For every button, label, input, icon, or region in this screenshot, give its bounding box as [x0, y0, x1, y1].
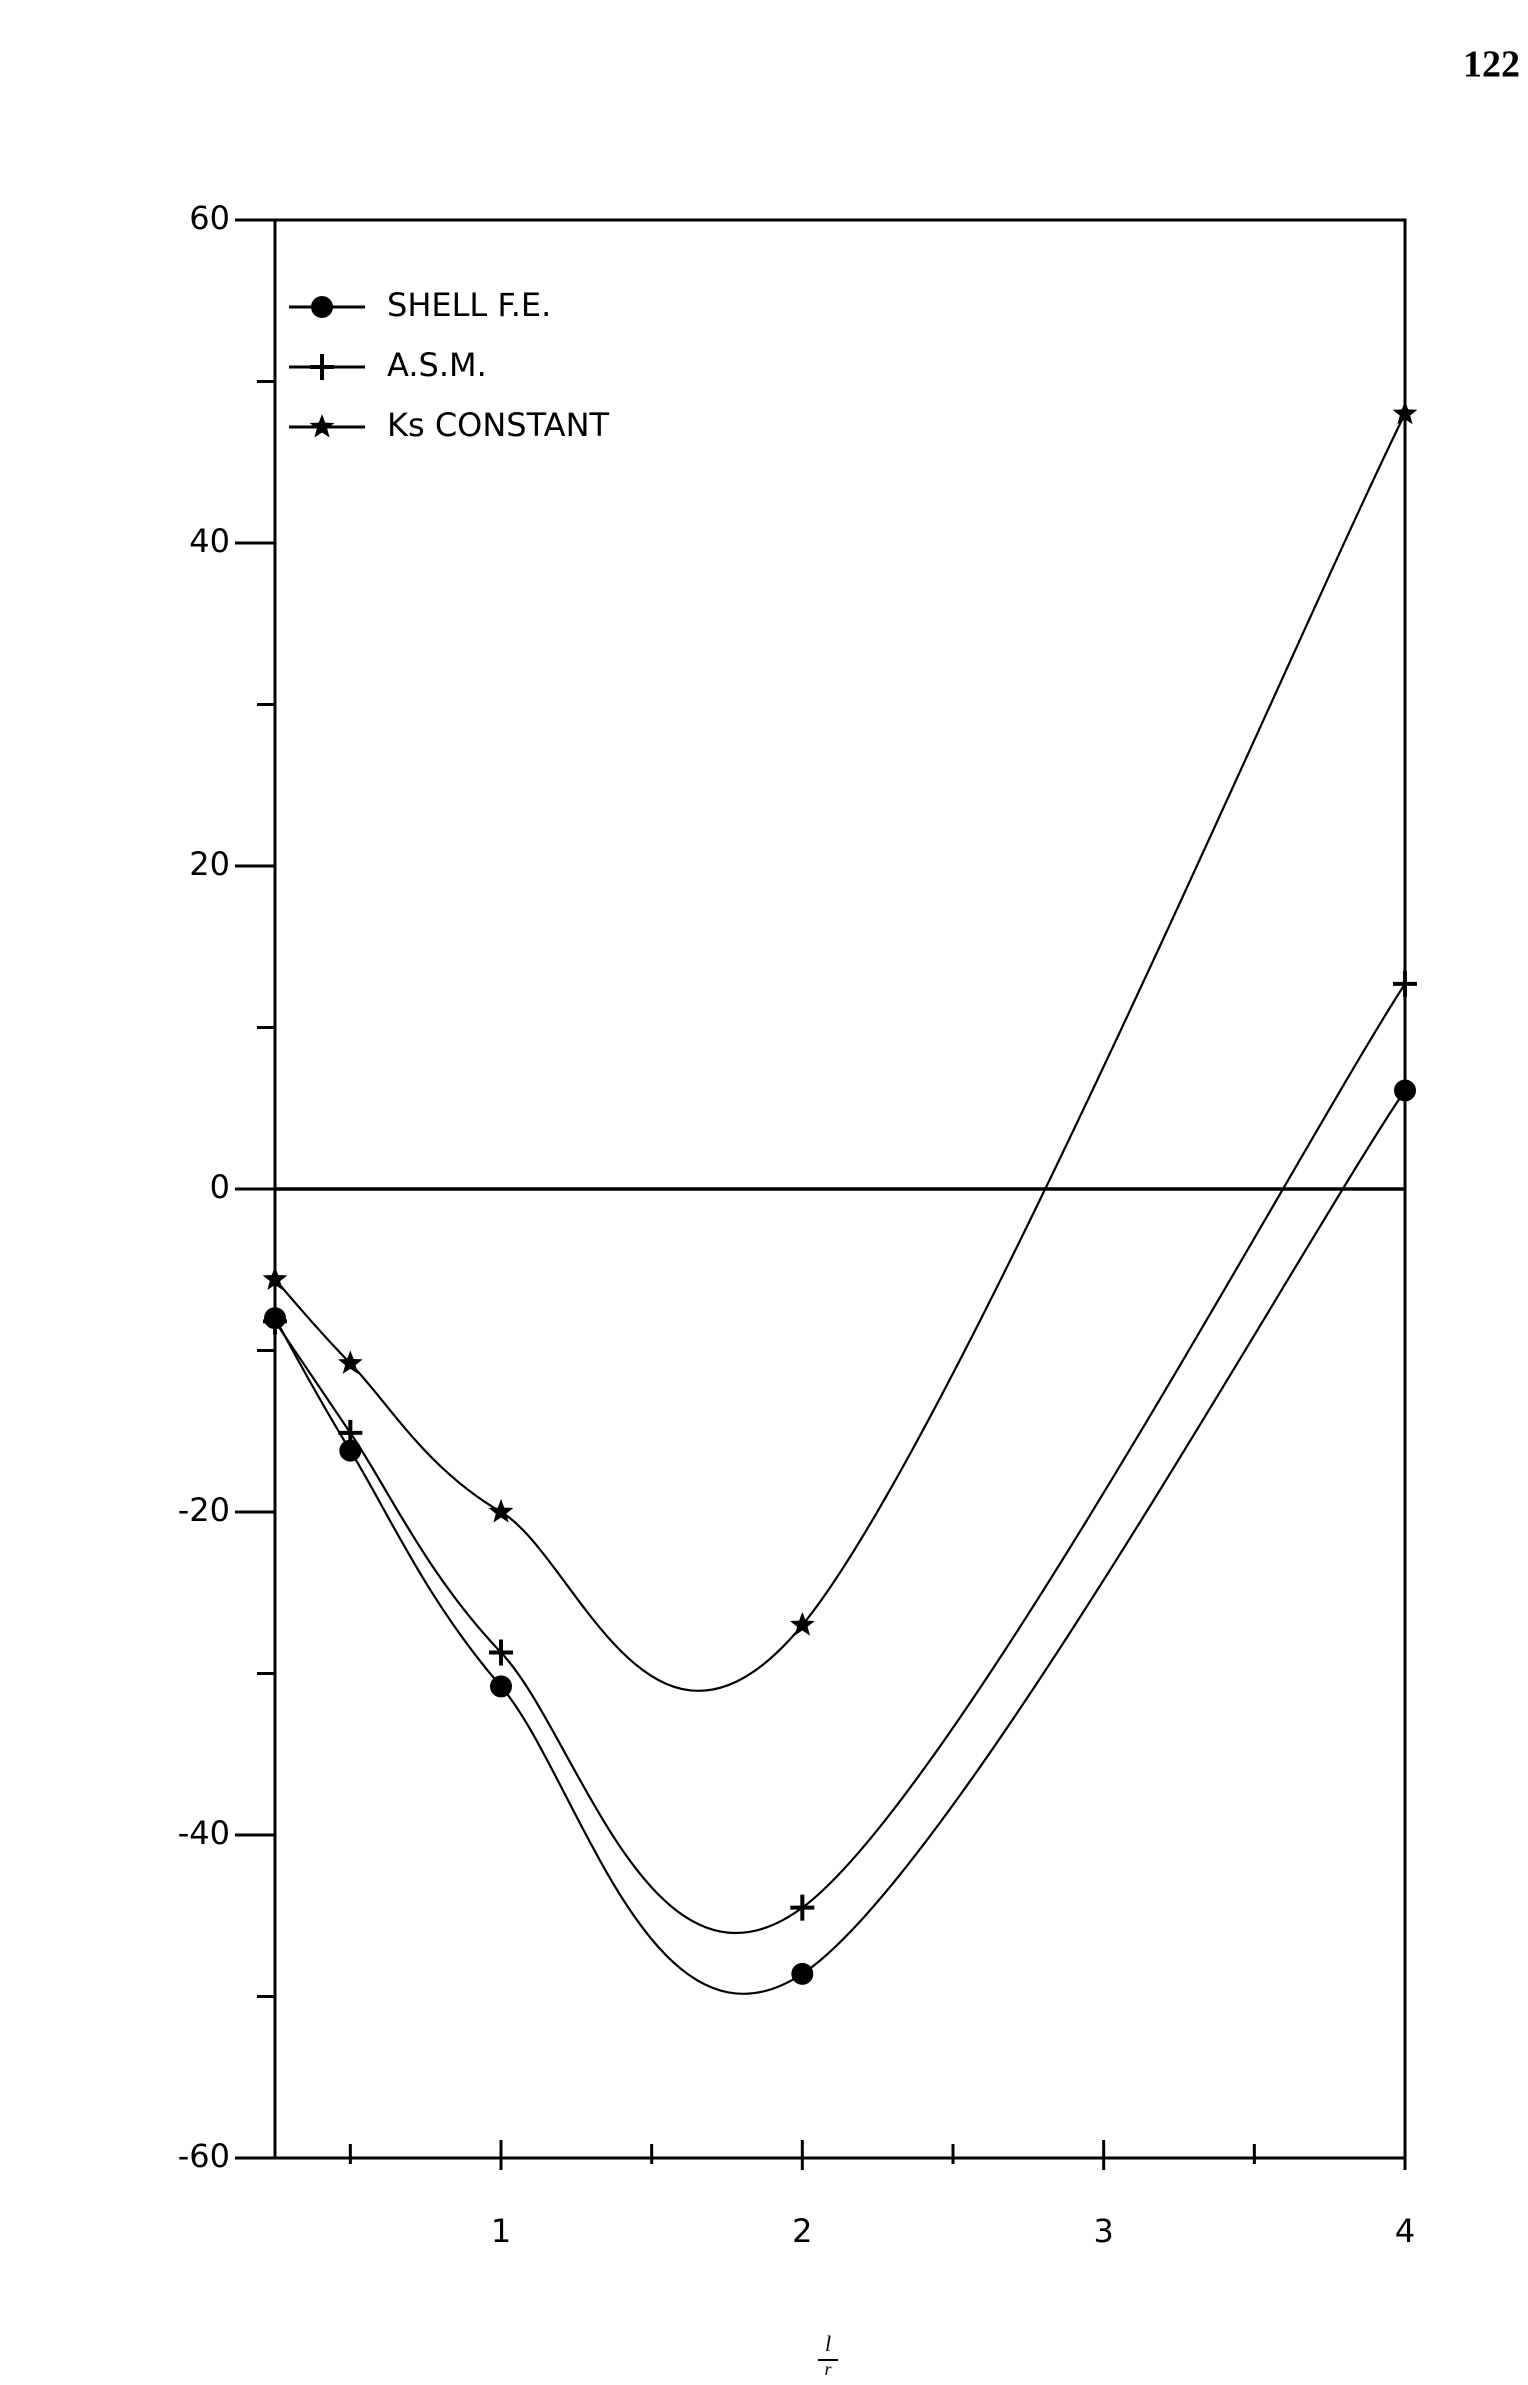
marker-star [790, 1612, 815, 1636]
x-tick-label: 1 [491, 2212, 511, 2250]
marker-star [338, 1350, 363, 1374]
y-tick-label: 0 [210, 1168, 230, 1206]
marker-plus [489, 1639, 513, 1666]
legend-marker [309, 414, 335, 438]
marker-plus [1393, 970, 1417, 997]
marker-plus [790, 1894, 815, 1921]
y-tick-label: 40 [189, 522, 230, 560]
x-label-denominator: r [824, 2359, 832, 2379]
marker-circle [339, 1439, 362, 1462]
marker-star [262, 1266, 288, 1290]
series-line [274, 413, 1406, 1692]
marker-plus [338, 1419, 363, 1446]
x-tick-label: 4 [1395, 2212, 1415, 2250]
y-tick-label: 60 [189, 199, 230, 237]
legend-label: Ks CONSTANT [387, 406, 610, 444]
y-tick-label: 20 [189, 845, 230, 883]
x-tick-label: 3 [1093, 2212, 1113, 2250]
marker-circle [490, 1675, 512, 1698]
marker-circle [1394, 1079, 1416, 1102]
marker-circle [791, 1962, 814, 1985]
x-tick-label: 2 [792, 2212, 812, 2250]
x-label-numerator: l [825, 2331, 831, 2356]
marker-plus [263, 1308, 287, 1335]
page-number: 122 [1463, 44, 1520, 86]
marker-star [488, 1499, 514, 1523]
legend-marker [310, 354, 334, 380]
legend-marker [311, 296, 333, 318]
y-tick-label: -40 [178, 1814, 230, 1852]
legend-label: A.S.M. [387, 346, 487, 384]
marker-star [1392, 400, 1418, 425]
y-tick-label: -60 [178, 2137, 230, 2175]
y-tick-label: -20 [178, 1491, 230, 1529]
series-line [274, 983, 1406, 1935]
legend-label: SHELL F.E. [387, 286, 551, 324]
series-line [274, 1089, 1406, 1995]
